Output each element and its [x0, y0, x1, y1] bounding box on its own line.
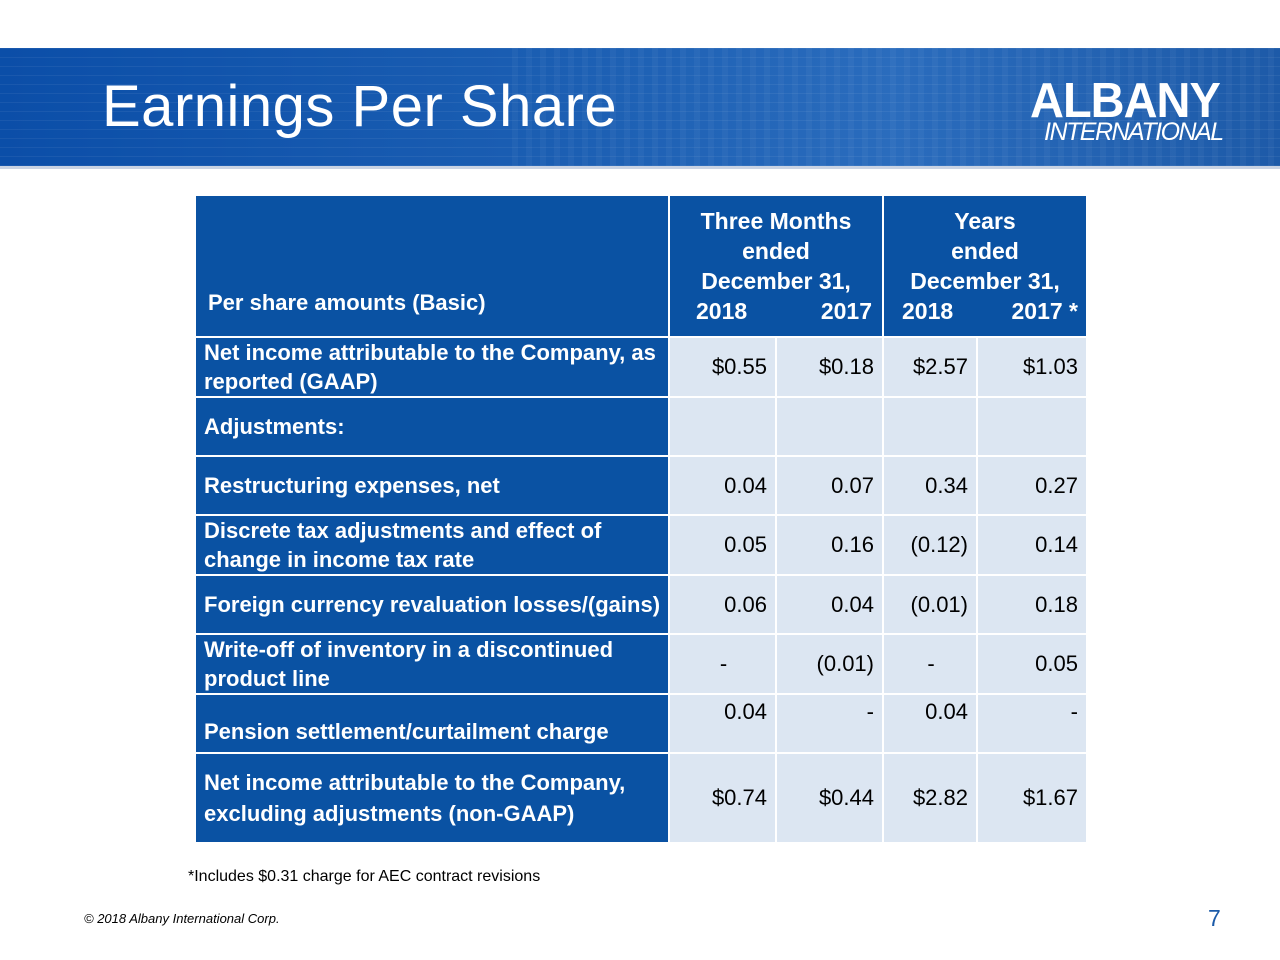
three-months-line2: ended [742, 238, 810, 264]
row-value [882, 396, 978, 457]
row-label: Net income attributable to the Company, … [194, 336, 670, 398]
years-year-2018: 2018 [902, 298, 954, 324]
row-value [668, 396, 777, 457]
eps-table: Per share amounts (Basic) Three Months e… [194, 194, 1088, 844]
row-label: Restructuring expenses, net [194, 455, 670, 516]
footnote: *Includes $0.31 charge for AEC contract … [188, 868, 541, 885]
table-row: Restructuring expenses, net 0.04 0.07 0.… [194, 455, 1088, 516]
three-months-line1: Three Months [700, 208, 852, 234]
row-value: 0.06 [668, 574, 777, 635]
title-banner [0, 48, 1280, 168]
three-months-year-2017: 2017 [820, 298, 872, 324]
table-row: Write-off of inventory in a discontinued… [194, 633, 1088, 695]
row-value: 0.04 [668, 455, 777, 516]
table-row: Pension settlement/curtailment charge 0.… [194, 693, 1088, 754]
row-value: 0.04 [775, 574, 884, 635]
row-value: 0.04 [882, 693, 978, 754]
row-value: - [976, 693, 1088, 754]
row-value: $1.67 [976, 752, 1088, 844]
table-row: Foreign currency revaluation losses/(gai… [194, 574, 1088, 635]
years-years: 2018 2017 * [884, 296, 1086, 326]
row-label: Net income attributable to the Company, … [194, 752, 670, 844]
row-value: 0.05 [976, 633, 1088, 695]
table-row: Net income attributable to the Company, … [194, 336, 1088, 398]
row-value: 0.14 [976, 514, 1088, 576]
row-value: (0.01) [775, 633, 884, 695]
row-value: (0.01) [882, 574, 978, 635]
row-value: - [668, 633, 777, 695]
slide-title: Earnings Per Share [102, 74, 618, 139]
row-label: Discrete tax adjustments and effect of c… [194, 514, 670, 576]
row-value: 0.16 [775, 514, 884, 576]
table-row: Discrete tax adjustments and effect of c… [194, 514, 1088, 576]
row-value: 0.05 [668, 514, 777, 576]
row-value: - [775, 693, 884, 754]
row-label: Adjustments: [194, 396, 670, 457]
row-value: - [882, 633, 978, 695]
three-months-years: 2018 2017 [670, 296, 882, 326]
row-label: Foreign currency revaluation losses/(gai… [194, 574, 670, 635]
row-value: 0.07 [775, 455, 884, 516]
table-row: Adjustments: [194, 396, 1088, 457]
row-value: 0.18 [976, 574, 1088, 635]
row-label: Write-off of inventory in a discontinued… [194, 633, 670, 695]
years-line3: December 31, [910, 268, 1060, 294]
banner-pattern [512, 48, 1280, 168]
row-value: 0.04 [668, 693, 777, 754]
banner-divider [0, 166, 1280, 169]
logo-albany-text: ALBANY [1030, 71, 1221, 128]
row-value [976, 396, 1088, 457]
row-value: $0.18 [775, 336, 884, 398]
banner-texture [0, 48, 1280, 168]
three-months-year-2018: 2018 [696, 298, 748, 324]
row-value: $0.44 [775, 752, 884, 844]
row-value: 0.27 [976, 455, 1088, 516]
row-value [775, 396, 884, 457]
table-header-row: Per share amounts (Basic) Three Months e… [194, 194, 1088, 338]
row-value: $0.55 [668, 336, 777, 398]
copyright: © 2018 Albany International Corp. [84, 911, 280, 926]
logo-international-text: INTERNATIONAL [1044, 118, 1224, 146]
three-months-header: Three Months ended December 31, 2018 201… [668, 194, 884, 338]
row-value: $2.82 [882, 752, 978, 844]
years-header: Years ended December 31, 2018 2017 * [882, 194, 1088, 338]
row-label: Pension settlement/curtailment charge [194, 693, 670, 754]
row-value: $0.74 [668, 752, 777, 844]
years-year-2017: 2017 * [1011, 298, 1078, 324]
years-line1: Years [954, 208, 1016, 234]
row-value: 0.34 [882, 455, 978, 516]
albany-logo: ALBANY INTERNATIONAL [1030, 71, 1240, 150]
table-row: Net income attributable to the Company, … [194, 752, 1088, 844]
row-value: (0.12) [882, 514, 978, 576]
per-share-label: Per share amounts (Basic) [194, 194, 670, 338]
page-number: 7 [1208, 905, 1221, 931]
years-line2: ended [951, 238, 1019, 264]
row-value: $2.57 [882, 336, 978, 398]
row-value: $1.03 [976, 336, 1088, 398]
three-months-line3: December 31, [701, 268, 851, 294]
